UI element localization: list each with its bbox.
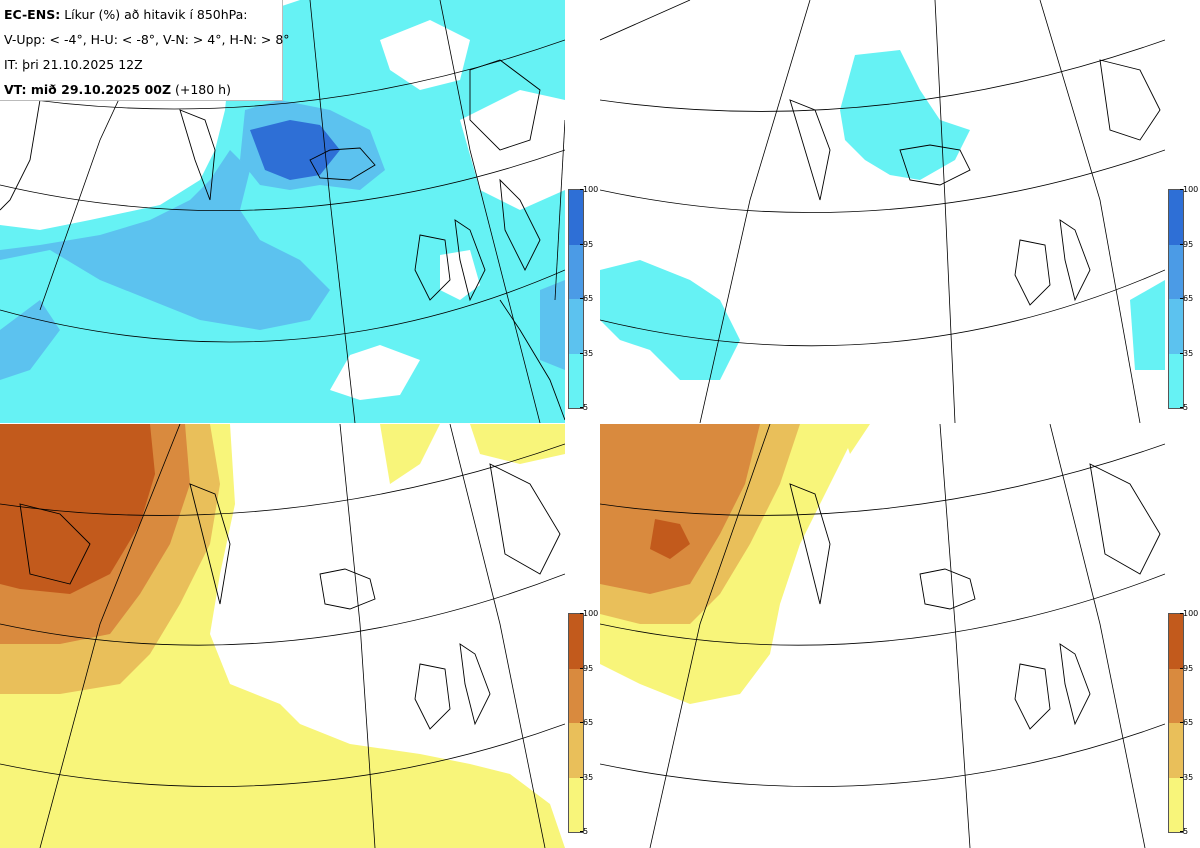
- prob-area-5-35: [840, 50, 970, 180]
- coastlines: [19, 463, 561, 730]
- colorbar-tick-label: 5: [1179, 827, 1189, 836]
- colorbar-tick-label: 65: [579, 718, 594, 727]
- colorbar-segment: [1169, 244, 1183, 299]
- forecast-hour: (+180 h): [175, 82, 231, 97]
- colorbar-warm-left: 100 95 65 35 5: [568, 609, 600, 836]
- colorbar-tick-label: 95: [1179, 239, 1194, 249]
- colorbar-segment: [569, 190, 583, 245]
- prob-area-5-35: [0, 0, 565, 423]
- colorbar-tick-label: 100: [579, 185, 599, 194]
- colorbar-segment: [1169, 190, 1183, 245]
- prob-area-35-65: [0, 150, 330, 330]
- colorbar-tick-label: 95: [579, 239, 594, 249]
- coastlines: [789, 59, 1161, 306]
- colorbar-tick-label: 65: [579, 294, 594, 303]
- colorbar-segment: [569, 723, 583, 778]
- colorbar-frame: [1168, 189, 1184, 409]
- map-panel-upper-left: EC-ENS: Líkur (%) að hitavik í 850hPa: V…: [0, 0, 565, 423]
- colorbar-segment: [569, 777, 583, 832]
- graticule: [0, 424, 565, 848]
- thresholds-text: V-Upp: < -4°, H-U: < -8°, V-N: > 4°, H-N…: [4, 32, 290, 47]
- colorbar-segment: [569, 299, 583, 354]
- graticule: [600, 424, 1165, 848]
- graticule: [600, 0, 1165, 423]
- colorbar-segment: [569, 244, 583, 299]
- prob-area-95-100: [0, 424, 155, 594]
- colorbar-tick-label: 95: [579, 663, 594, 673]
- colorbar-segment: [569, 614, 583, 669]
- colorbar-tick-label: 5: [579, 403, 589, 412]
- colorbar-segment: [1169, 723, 1183, 778]
- map-panel-lower-left: [0, 424, 565, 848]
- title-text: Líkur (%) að hitavik í 850hPa:: [64, 7, 248, 22]
- colorbar-tick-label: 5: [1179, 403, 1189, 412]
- colorbar-segment: [1169, 353, 1183, 408]
- colorbar-segment: [1169, 614, 1183, 669]
- colorbar-tick-label: 65: [1179, 718, 1194, 727]
- map-upper-right: [600, 0, 1165, 423]
- colorbar-tick-label: 5: [579, 827, 589, 836]
- colorbar-segment: [569, 668, 583, 723]
- colorbar-tick-label: 35: [579, 772, 594, 782]
- colorbar-tick-label: 100: [1179, 609, 1199, 618]
- colorbar-frame: [568, 613, 584, 833]
- init-time: IT: þri 21.10.2025 12Z: [4, 57, 143, 72]
- colorbar-tick-label: 35: [579, 348, 594, 358]
- colorbar-segment: [1169, 299, 1183, 354]
- colorbar-tick-label: 35: [1179, 772, 1194, 782]
- colorbar-tick-label: 100: [1179, 185, 1199, 194]
- colorbar-segment: [1169, 668, 1183, 723]
- colorbar-cold-left: 100 95 65 35 5: [568, 185, 600, 412]
- colorbar-segment: [1169, 777, 1183, 832]
- map-lower-left: [0, 424, 565, 848]
- valid-time: VT: mið 29.10.2025 00Z: [4, 82, 172, 97]
- colorbar-frame: [568, 189, 584, 409]
- colorbar-tick-label: 95: [1179, 663, 1194, 673]
- colorbar-tick-label: 65: [1179, 294, 1194, 303]
- colorbar-tick-label: 35: [1179, 348, 1194, 358]
- colorbar-warm-right: 100 95 65 35 5: [1168, 609, 1200, 836]
- prob-area-65-95: [600, 424, 760, 594]
- colorbar-frame: [1168, 613, 1184, 833]
- colorbar-segment: [569, 353, 583, 408]
- map-panel-upper-right: [600, 0, 1165, 423]
- coastlines: [789, 463, 1161, 730]
- prob-area-65-95: [250, 120, 340, 180]
- colorbar-tick-label: 100: [579, 609, 599, 618]
- map-panel-lower-right: [600, 424, 1165, 848]
- title-bold: EC-ENS:: [4, 7, 61, 22]
- colorbar-cold-right: 100 95 65 35 5: [1168, 185, 1200, 412]
- map-lower-right: [600, 424, 1165, 848]
- info-box: EC-ENS: Líkur (%) að hitavik í 850hPa: V…: [0, 0, 290, 101]
- prob-area-95-100: [650, 519, 690, 559]
